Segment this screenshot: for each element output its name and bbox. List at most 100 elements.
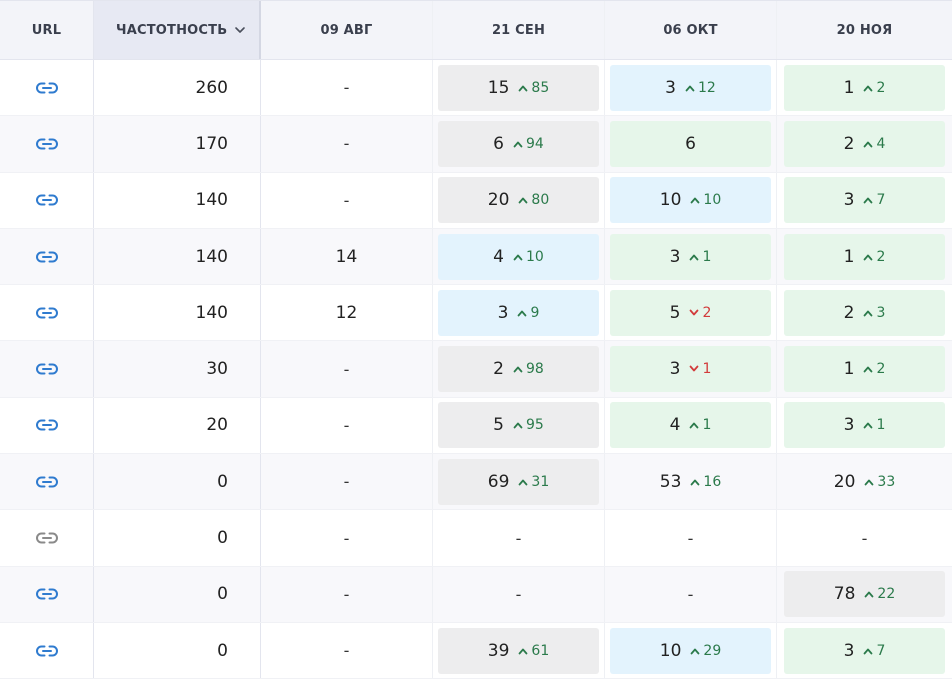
position-cell: 69 31	[433, 454, 605, 510]
position-badge[interactable]: 69 31	[438, 458, 599, 505]
url-cell[interactable]	[0, 285, 94, 341]
link-icon[interactable]	[35, 587, 59, 601]
empty-position: -	[343, 78, 350, 98]
position-badge[interactable]: 10 10	[610, 177, 771, 224]
position-badge[interactable]: 39 61	[438, 627, 599, 674]
position-change-value: 2	[876, 248, 886, 265]
position-badge[interactable]: 10 29	[610, 627, 771, 674]
position-cell: -	[433, 566, 605, 622]
position-cell: -	[605, 510, 777, 566]
link-icon[interactable]	[35, 531, 59, 545]
link-icon[interactable]	[35, 137, 59, 151]
position-value: 3	[665, 77, 676, 98]
position-change: 2	[863, 80, 885, 96]
position-value: 12	[335, 302, 358, 323]
position-cell: -	[261, 60, 433, 116]
arrow-up-icon	[690, 254, 699, 260]
position-badge[interactable]: 15 85	[438, 64, 599, 111]
empty-position: -	[343, 134, 350, 154]
position-change-value: 2	[876, 79, 886, 96]
position-plain[interactable]: 14	[336, 247, 358, 267]
frequency-cell: 0	[94, 454, 261, 510]
column-header-date-4[interactable]: 20 НОЯ	[836, 22, 893, 38]
position-badge[interactable]: 6 94	[438, 120, 599, 167]
arrow-up-icon	[864, 423, 873, 429]
link-icon[interactable]	[35, 418, 59, 432]
link-icon[interactable]	[35, 475, 59, 489]
position-badge[interactable]: 2 98	[438, 346, 599, 393]
column-header-date-1[interactable]: 09 АВГ	[261, 1, 433, 59]
position-value: 3	[843, 640, 855, 661]
position-badge[interactable]: 5 95	[438, 402, 599, 449]
url-cell[interactable]	[0, 566, 94, 622]
url-cell[interactable]	[0, 454, 94, 510]
url-cell[interactable]	[0, 397, 94, 454]
link-icon[interactable]	[35, 193, 59, 207]
arrow-down-icon	[690, 365, 699, 372]
position-badge[interactable]: 3 12	[610, 64, 771, 111]
position-plain[interactable]: 53 16	[660, 472, 721, 492]
arrow-up-icon	[864, 366, 873, 373]
url-cell[interactable]	[0, 510, 94, 566]
url-cell[interactable]	[0, 116, 94, 172]
column-header-date-2[interactable]: 21 СЕН	[433, 1, 605, 59]
arrow-up-icon	[864, 85, 873, 92]
position-badge[interactable]: 78 22	[784, 571, 945, 618]
column-header-url[interactable]: URL	[0, 1, 94, 59]
column-header-date-3[interactable]: 06 ОКТ	[605, 1, 777, 59]
position-change-value: 94	[526, 135, 544, 152]
position-change: 85	[518, 80, 549, 96]
arrow-up-icon	[513, 141, 523, 148]
link-icon[interactable]	[35, 306, 59, 320]
arrow-up-icon	[864, 310, 873, 317]
link-icon[interactable]	[35, 81, 59, 95]
frequency-value: 0	[217, 584, 228, 605]
chevron-down-icon[interactable]	[233, 23, 247, 37]
position-cell: -	[261, 510, 433, 566]
position-badge[interactable]: 4 10	[438, 233, 599, 280]
position-value: 2	[843, 133, 855, 154]
position-change-value: 10	[526, 248, 544, 265]
link-icon[interactable]	[35, 644, 59, 658]
url-cell[interactable]	[0, 622, 94, 679]
url-cell[interactable]	[0, 172, 94, 228]
position-plain[interactable]: 12	[336, 303, 358, 323]
url-cell[interactable]	[0, 228, 94, 285]
column-header-frequency[interactable]: ЧАСТОТНОСТЬ	[94, 1, 261, 59]
position-change: 2	[689, 305, 711, 321]
position-value: 78	[833, 584, 856, 605]
link-icon[interactable]	[35, 362, 59, 376]
empty-position: -	[343, 190, 350, 210]
position-change: 29	[690, 643, 721, 659]
position-badge[interactable]: 20 80	[438, 177, 599, 224]
position-cell: 12	[261, 285, 433, 341]
position-change: 1	[689, 361, 711, 377]
position-plain[interactable]: 20 33	[834, 472, 895, 492]
position-change: 31	[518, 474, 549, 490]
link-icon[interactable]	[35, 250, 59, 264]
position-change: 98	[513, 361, 544, 377]
position-cell: 15 85	[433, 60, 605, 116]
position-value: 6	[685, 133, 696, 154]
url-cell[interactable]	[0, 341, 94, 397]
url-cell[interactable]	[0, 60, 94, 116]
position-change-value: 1	[876, 417, 886, 434]
position-badge[interactable]: 6	[610, 120, 771, 167]
position-value: 4	[493, 246, 504, 267]
position-value: 20	[833, 471, 856, 492]
